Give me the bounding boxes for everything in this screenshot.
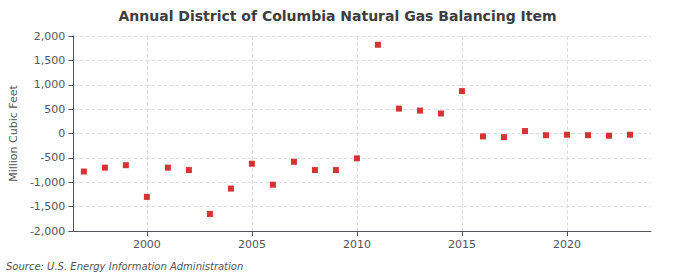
- svg-text:2,000: 2,000: [34, 30, 66, 43]
- svg-text:Source: U.S. Energy Informatio: Source: U.S. Energy Information Administ…: [6, 261, 243, 272]
- svg-text:2000: 2000: [133, 238, 161, 251]
- svg-text:500: 500: [44, 103, 65, 116]
- svg-text:2015: 2015: [448, 238, 476, 251]
- svg-text:1,500: 1,500: [34, 54, 66, 67]
- svg-text:1,000: 1,000: [34, 78, 66, 91]
- svg-text:2010: 2010: [343, 238, 371, 251]
- svg-text:2020: 2020: [553, 238, 581, 251]
- svg-text:-2,000: -2,000: [30, 225, 65, 238]
- svg-text:2005: 2005: [238, 238, 266, 251]
- svg-text:-1,000: -1,000: [30, 176, 65, 189]
- svg-text:0: 0: [58, 127, 65, 140]
- svg-text:Million Cubic Feet: Million Cubic Feet: [7, 84, 20, 181]
- svg-text:-1,500: -1,500: [30, 200, 65, 213]
- svg-text:Annual District of Columbia Na: Annual District of Columbia Natural Gas …: [118, 8, 556, 24]
- svg-text:-500: -500: [40, 151, 65, 164]
